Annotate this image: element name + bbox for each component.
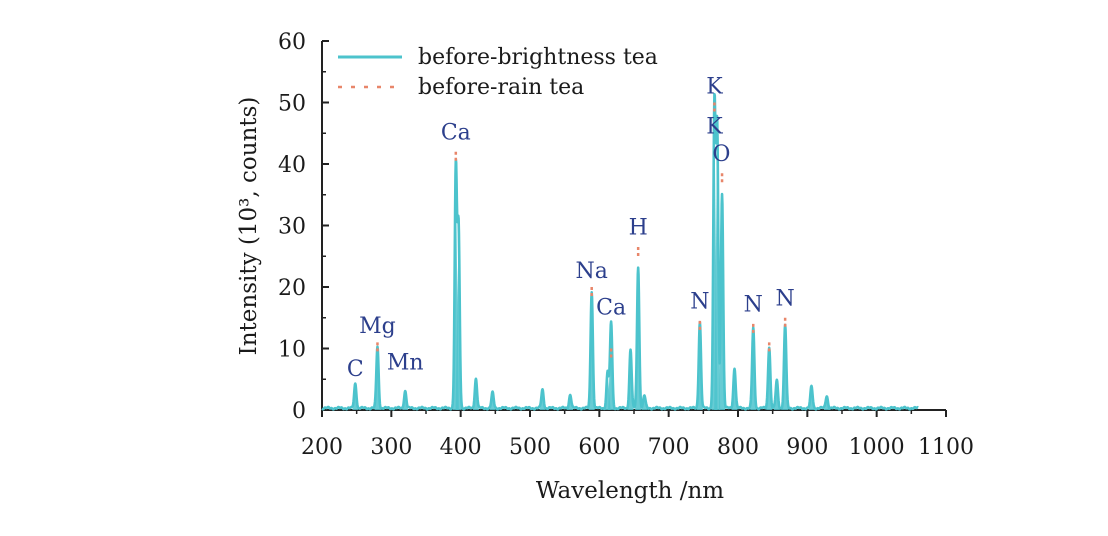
brightness-peak-17 xyxy=(714,133,721,410)
peak-label-ca: Ca xyxy=(441,120,471,145)
peak-label-n: N xyxy=(690,290,709,315)
brightness-peak-9 xyxy=(588,293,595,410)
x-tick-label: 300 xyxy=(370,435,412,460)
brightness-peak-0 xyxy=(352,385,359,410)
legend-label-before-rain: before-rain tea xyxy=(418,75,584,100)
legend: before-brightness tea before-rain tea xyxy=(338,45,658,100)
brightness-peak-13 xyxy=(635,268,642,410)
chart-ticks: 0 10 20 30 40 50 60 200 300 400 500 600 700 800 900 100… xyxy=(278,30,974,460)
brightness-peak-4 xyxy=(455,231,462,410)
peak-label-n: N xyxy=(744,293,763,318)
peak-label-c: C xyxy=(347,357,364,382)
x-tick-label: 800 xyxy=(717,435,759,460)
brightness-peak-14 xyxy=(641,397,648,410)
y-axis-title: Intensity (10³, counts) xyxy=(236,97,262,356)
x-tick-label: 400 xyxy=(440,435,482,460)
x-tick-label: 900 xyxy=(786,435,828,460)
brightness-peak-12 xyxy=(627,351,634,410)
legend-label-before-brightness: before-brightness tea xyxy=(418,45,658,70)
peak-label-mn: Mn xyxy=(387,350,424,375)
x-tick-label: 200 xyxy=(301,435,343,460)
y-tick-label: 60 xyxy=(278,30,306,55)
brightness-peak-19 xyxy=(731,370,738,410)
brightness-peak-18 xyxy=(719,194,726,410)
x-tick-label: 500 xyxy=(509,435,551,460)
x-tick-label: 1000 xyxy=(849,435,905,460)
y-tick-label: 30 xyxy=(278,215,306,240)
brightness-peak-5 xyxy=(472,380,479,410)
x-axis-title: Wavelength /nm xyxy=(536,478,724,504)
brightness-peak-2 xyxy=(402,392,409,410)
peak-label-h: H xyxy=(629,216,648,241)
brightness-peak-20 xyxy=(750,330,757,410)
brightness-peak-15 xyxy=(696,323,703,410)
y-tick-label: 0 xyxy=(292,399,306,424)
peak-label-mg: Mg xyxy=(359,314,396,339)
brightness-peak-8 xyxy=(567,396,574,410)
y-tick-label: 50 xyxy=(278,92,306,117)
brightness-peak-11 xyxy=(608,323,615,410)
series-before-brightness-tea-line xyxy=(321,92,920,411)
peak-label-ca: Ca xyxy=(596,296,626,321)
y-tick-label: 10 xyxy=(278,338,306,363)
plot-area xyxy=(321,92,920,411)
brightness-peak-21 xyxy=(766,348,773,410)
brightness-peak-22 xyxy=(773,382,780,410)
brightness-peak-6 xyxy=(489,394,496,410)
peak-label-o: O xyxy=(712,142,730,167)
brightness-peak-25 xyxy=(823,397,830,410)
x-tick-label: 600 xyxy=(578,435,620,460)
x-tick-label: 1100 xyxy=(918,435,974,460)
brightness-peak-7 xyxy=(539,391,546,410)
peak-label-k: K xyxy=(706,114,723,139)
peak-label-k: K xyxy=(706,74,723,99)
brightness-peak-1 xyxy=(374,348,381,410)
peak-label-na: Na xyxy=(576,259,608,284)
y-tick-label: 40 xyxy=(278,153,306,178)
peak-label-n: N xyxy=(776,286,795,311)
brightness-peak-24 xyxy=(808,388,815,410)
x-tick-label: 700 xyxy=(648,435,690,460)
brightness-peak-23 xyxy=(782,326,789,410)
y-tick-label: 20 xyxy=(278,276,306,301)
